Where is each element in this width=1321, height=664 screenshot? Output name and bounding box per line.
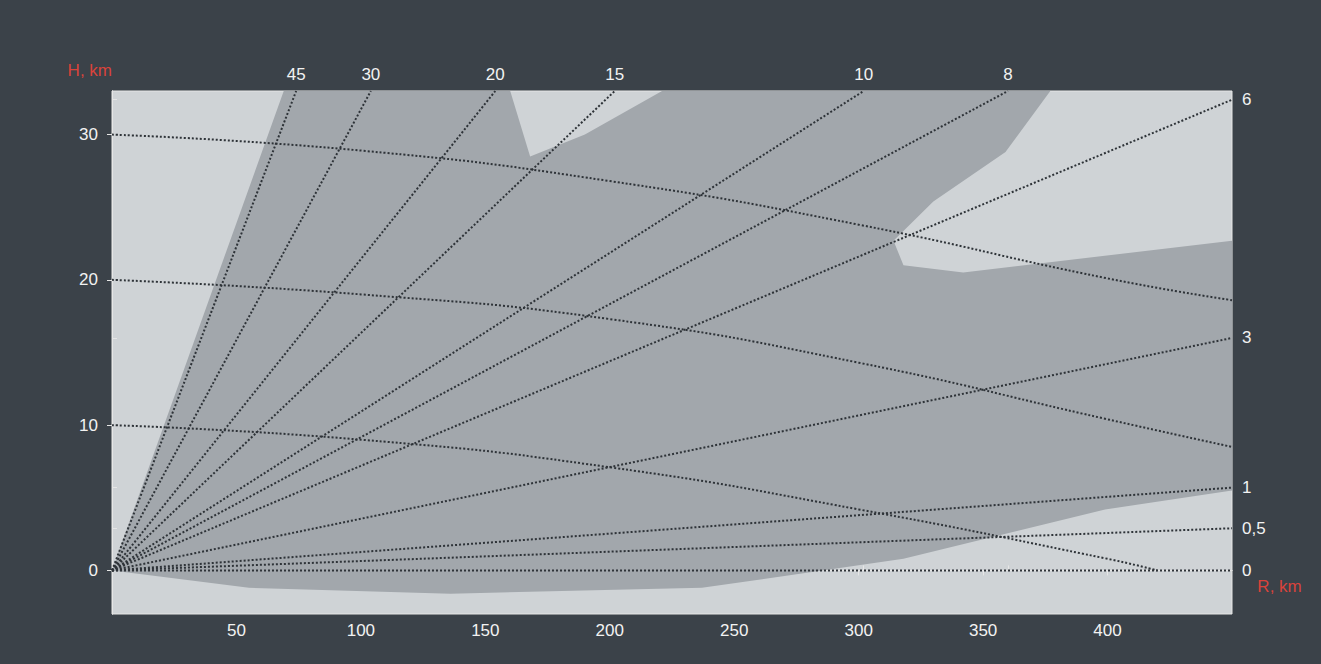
svg-text:1: 1 [1242,478,1251,497]
svg-text:150: 150 [471,621,499,640]
svg-text:0: 0 [89,561,98,580]
svg-text:6: 6 [1242,90,1251,109]
svg-text:200: 200 [596,621,624,640]
svg-text:3: 3 [1242,328,1251,347]
svg-text:8: 8 [1003,65,1012,84]
svg-text:350: 350 [969,621,997,640]
svg-text:50: 50 [227,621,246,640]
svg-text:0: 0 [1242,561,1251,580]
svg-text:400: 400 [1093,621,1121,640]
svg-text:45: 45 [287,65,306,84]
svg-text:10: 10 [854,65,873,84]
svg-text:100: 100 [347,621,375,640]
svg-text:250: 250 [720,621,748,640]
svg-text:30: 30 [361,65,380,84]
svg-text:20: 20 [79,270,98,289]
svg-text:30: 30 [79,125,98,144]
svg-text:H, km: H, km [68,61,112,80]
svg-text:R, km: R, km [1257,577,1301,596]
svg-text:15: 15 [605,65,624,84]
svg-text:300: 300 [844,621,872,640]
svg-text:0,5: 0,5 [1242,519,1266,538]
svg-text:20: 20 [486,65,505,84]
svg-text:10: 10 [79,416,98,435]
